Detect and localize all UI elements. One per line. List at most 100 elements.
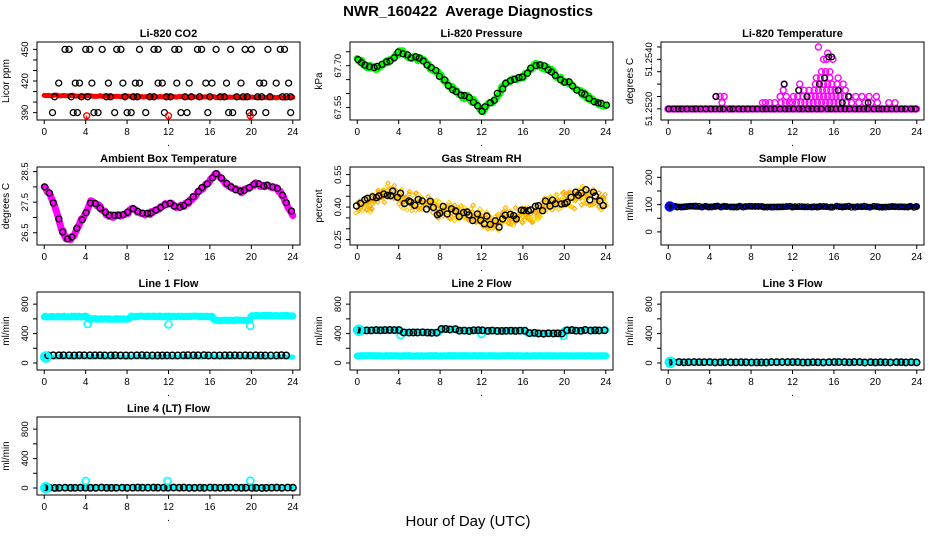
chart-line1-flow: Line 1 Flow 0 4 8 12 16 20 24. 0 400 800 ml/min [0, 278, 312, 403]
subplot-title: Li-820 Temperature [742, 28, 843, 40]
plot-area [40, 169, 297, 244]
y-tick-label: 400 [20, 326, 31, 342]
x-tick-label: 12 [476, 127, 488, 138]
line2-high-samples [352, 324, 609, 338]
subplot-xlabel: . [480, 388, 483, 399]
y-tick-label: 400 [644, 326, 655, 342]
x-tick-label: 8 [124, 252, 130, 263]
line4-spike-circles [81, 476, 255, 486]
x-tick-label: 20 [246, 502, 258, 513]
y-tick-label: 0.40 [333, 198, 344, 217]
subplot-title: Li-820 CO2 [140, 28, 197, 40]
subplot-ylabel: ml/min [1, 316, 12, 345]
subplot-xlabel: . [167, 263, 170, 274]
y-tick-label: 800 [20, 421, 31, 437]
chart-li820-temperature: Li-820 Temperature 0 4 8 12 16 20 24. 51.2520 51.… [624, 28, 936, 153]
x-tick-label: 12 [476, 377, 488, 388]
x-tick-label: 16 [517, 377, 529, 388]
y-tick-label: 67.55 [333, 96, 344, 120]
figure-title: NWR_160422 Average Diagnostics [343, 3, 593, 20]
x-tick-label: 24 [911, 252, 923, 263]
subplot-xlabel: . [791, 138, 794, 149]
chart-gas-stream-rh: Gas Stream RH 0 4 8 12 16 20 24. 0.25 0.40 0.55 per… [313, 153, 625, 278]
x-tick-label: 0 [354, 127, 360, 138]
x-tick-label: 12 [787, 252, 799, 263]
y-tick-label: 390 [20, 105, 31, 121]
plot-area [664, 201, 921, 212]
x-tick-label: 12 [787, 377, 799, 388]
sample-flow-start-blob [664, 201, 675, 212]
x-tick-label: 24 [287, 502, 299, 513]
subplot-xlabel: . [480, 138, 483, 149]
subplot-title: Ambient Box Temperature [100, 153, 237, 165]
temp-baseline-black [665, 105, 919, 113]
x-tick-label: 24 [287, 377, 299, 388]
subplot-xlabel: . [480, 263, 483, 274]
y-tick-label: 200 [644, 169, 655, 185]
x-tick-label: 20 [246, 377, 258, 388]
chart-sample-flow: Sample Flow 0 4 8 12 16 20 24. 0 100 200 ml/min [624, 153, 936, 278]
y-tick-label: 27.5 [20, 193, 31, 212]
subplot-title: Line 1 Flow [139, 278, 199, 290]
plot-area [40, 311, 297, 363]
figure-xlabel: Hour of Day (UTC) [405, 513, 531, 530]
x-tick-label: 8 [748, 127, 754, 138]
plot-area [41, 45, 296, 120]
x-tick-label: 0 [41, 127, 47, 138]
x-tick-label: 20 [870, 127, 882, 138]
subplot-ylabel: ml/min [625, 316, 636, 345]
x-tick-label: 12 [163, 127, 175, 138]
y-tick-label: 400 [20, 451, 31, 467]
x-tick-label: 8 [437, 377, 443, 388]
y-tick-label: 51.2520 [644, 92, 655, 126]
y-tick-label: 420 [20, 73, 31, 89]
x-tick-label: 4 [396, 127, 402, 138]
hourly-samples [48, 45, 295, 117]
x-tick-label: 8 [124, 127, 130, 138]
x-tick-label: 0 [665, 377, 671, 388]
x-tick-label: 4 [707, 127, 713, 138]
x-tick-label: 0 [41, 502, 47, 513]
rh-samples [352, 186, 607, 231]
x-tick-label: 24 [287, 252, 299, 263]
x-tick-label: 20 [559, 377, 571, 388]
y-tick-label: 800 [333, 296, 344, 312]
y-tick-label: 450 [20, 41, 31, 57]
x-tick-label: 12 [787, 127, 799, 138]
y-tick-label: 0 [644, 229, 655, 234]
x-tick-label: 4 [83, 252, 89, 263]
cal-dips [82, 112, 255, 120]
temp-elevated-magenta [712, 43, 899, 107]
x-tick-label: 0 [665, 252, 671, 263]
x-tick-label: 8 [124, 377, 130, 388]
y-tick-label: 51.2540 [644, 42, 655, 76]
x-tick-label: 24 [600, 252, 612, 263]
subplot-xlabel: . [791, 388, 794, 399]
x-tick-label: 8 [748, 377, 754, 388]
subplot-ylabel: ml/min [314, 316, 325, 345]
x-tick-label: 8 [437, 127, 443, 138]
subplot-xlabel: . [167, 513, 170, 524]
x-tick-label: 16 [204, 377, 216, 388]
x-tick-label: 4 [396, 377, 402, 388]
x-tick-label: 0 [354, 252, 360, 263]
plot-area [352, 180, 610, 234]
line2-start-blob [353, 324, 365, 337]
subplot-ylabel: Licor ppm [1, 59, 12, 103]
x-tick-label: 16 [204, 127, 216, 138]
x-tick-label: 12 [163, 377, 175, 388]
subplot-ylabel: ml/min [1, 441, 12, 470]
x-tick-label: 16 [828, 377, 840, 388]
subplot-ylabel: ml/min [625, 191, 636, 220]
plot-area [352, 324, 610, 360]
subplot-title: Sample Flow [759, 153, 827, 165]
subplot-ylabel: percent [314, 189, 325, 223]
subplot-title: Gas Stream RH [441, 153, 521, 165]
x-tick-label: 12 [163, 502, 175, 513]
x-tick-label: 24 [911, 377, 923, 388]
x-tick-label: 20 [559, 252, 571, 263]
chart-line2-flow: Line 2 Flow 0 4 8 12 16 20 24. 0 400 800 ml/min [313, 278, 625, 403]
y-tick-label: 800 [20, 296, 31, 312]
subplot-ylabel: degrees C [1, 183, 12, 229]
x-tick-label: 20 [246, 252, 258, 263]
